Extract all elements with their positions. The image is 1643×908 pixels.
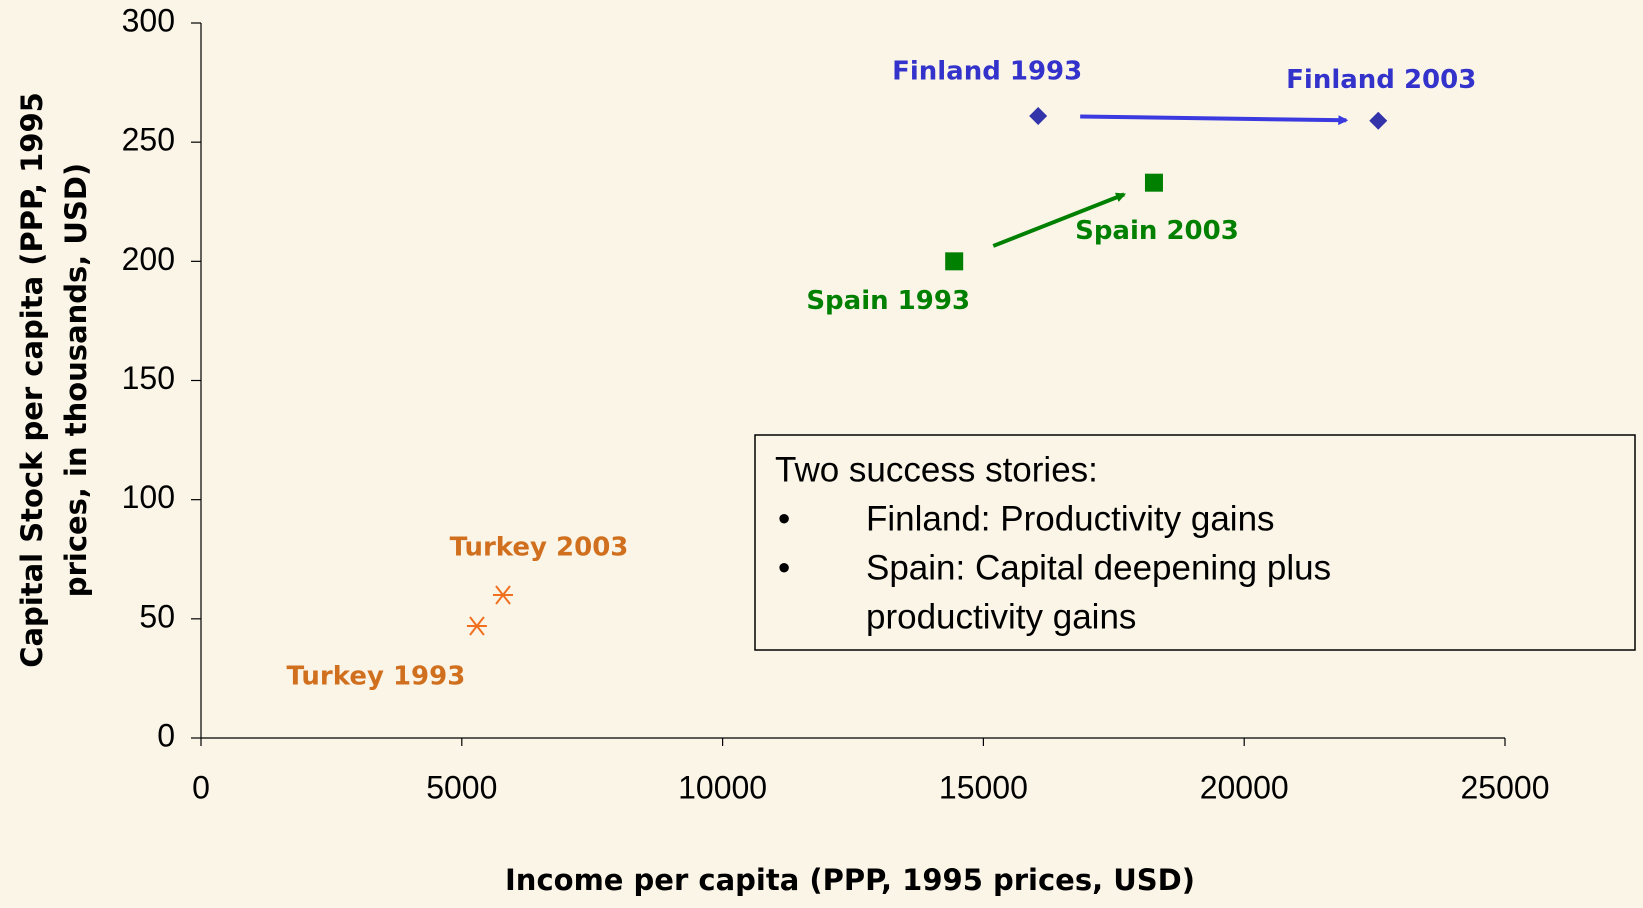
y-tick-label: 300 [122, 2, 175, 38]
point [466, 616, 487, 636]
annotation-item: Finland: Productivity gains [866, 499, 1275, 538]
point [945, 252, 964, 271]
y-tick-label: 250 [122, 122, 175, 158]
y-tick-label: 200 [122, 241, 175, 277]
point-label: Finland 1993 [892, 56, 1082, 86]
x-axis-label: Income per capita (PPP, 1995 prices, USD… [505, 863, 1195, 897]
annotation-item: productivity gains [866, 597, 1136, 636]
y-axis-label-line: Capital Stock per capita (PPP, 1995 [15, 92, 49, 668]
annotation-title: Two success stories: [775, 450, 1098, 489]
bullet: • [778, 499, 790, 538]
x-tick-label: 20000 [1200, 769, 1289, 805]
annotation-box [754, 434, 1636, 651]
point-label: Spain 1993 [806, 286, 970, 316]
point [1369, 111, 1388, 130]
x-tick-label: 5000 [426, 769, 497, 805]
point-label: Finland 2003 [1286, 65, 1476, 95]
y-tick-label: 100 [122, 479, 175, 515]
y-tick-label: 150 [122, 360, 175, 396]
x-tick-label: 25000 [1461, 769, 1550, 805]
point [1144, 173, 1163, 192]
annotation-item: Spain: Capital deepening plus [866, 548, 1331, 587]
point [493, 585, 514, 605]
y-axis-label-line: prices, in thousands, USD) [59, 163, 93, 597]
arrow [992, 192, 1127, 248]
point-label: Turkey 2003 [450, 533, 629, 563]
y-tick-label: 0 [157, 717, 175, 753]
point [1029, 106, 1048, 125]
x-tick-label: 0 [192, 769, 210, 805]
y-axis-label: Capital Stock per capita (PPP, 1995 pric… [15, 92, 93, 668]
y-tick-label: 50 [139, 598, 175, 634]
point-label: Turkey 1993 [287, 661, 466, 691]
x-tick-label: 15000 [939, 769, 1028, 805]
x-tick-label: 10000 [678, 769, 767, 805]
point-label: Spain 2003 [1075, 216, 1239, 246]
arrow [1080, 114, 1349, 126]
bullet: • [778, 548, 790, 587]
